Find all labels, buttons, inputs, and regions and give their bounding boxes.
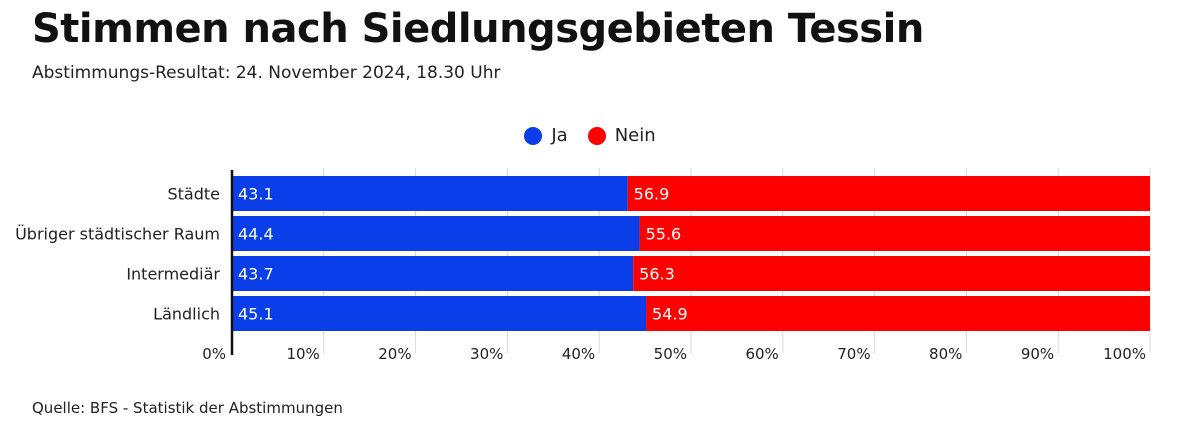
category-label: Städte <box>167 185 220 204</box>
data-label-nein-stadte: 56.9 <box>634 185 670 204</box>
data-label-ja-stadte: 43.1 <box>238 185 274 204</box>
x-tick-label: 80% <box>929 345 962 363</box>
x-tick-label: 60% <box>745 345 778 363</box>
x-tick-label: 100% <box>1103 345 1146 363</box>
x-tick-label: 10% <box>286 345 319 363</box>
bar-ja-intermediar <box>232 256 634 291</box>
legend-item-ja: Ja <box>524 125 568 146</box>
category-label: Ländlich <box>153 305 220 324</box>
legend-swatch-nein <box>587 126 606 145</box>
legend-label-nein: Nein <box>614 125 656 146</box>
x-tick-label: 90% <box>1021 345 1054 363</box>
bar-nein-ubriger-stadtischer-raum <box>639 216 1150 251</box>
legend-item-nein: Nein <box>587 125 656 146</box>
category-label: Übriger städtischer Raum <box>15 225 220 244</box>
x-tick-label: 0% <box>202 345 226 363</box>
x-tick-label: 30% <box>470 345 503 363</box>
bar-nein-intermediar <box>633 256 1150 291</box>
data-label-nein-landlich: 54.9 <box>652 305 688 324</box>
data-label-nein-intermediar: 56.3 <box>639 265 675 284</box>
legend-label-ja: Ja <box>551 125 568 146</box>
data-label-ja-intermediar: 43.7 <box>238 265 274 284</box>
legend-swatch-ja <box>524 126 543 145</box>
bar-ja-ubriger-stadtischer-raum <box>232 216 640 251</box>
source-note: Quelle: BFS - Statistik der Abstimmungen <box>32 399 343 417</box>
x-tick-label: 50% <box>654 345 687 363</box>
data-label-ja-landlich: 45.1 <box>238 305 274 324</box>
bar-ja-stadte <box>232 176 628 211</box>
x-tick-label: 40% <box>562 345 595 363</box>
data-label-ja-ubriger-stadtischer-raum: 44.4 <box>238 225 274 244</box>
category-label: Intermediär <box>126 265 220 284</box>
bar-nein-stadte <box>627 176 1150 211</box>
data-label-nein-ubriger-stadtischer-raum: 55.6 <box>646 225 682 244</box>
chart-subtitle: Abstimmungs-Resultat: 24. November 2024,… <box>32 63 501 83</box>
bar-nein-landlich <box>646 296 1150 331</box>
legend: Ja Nein <box>0 125 1180 146</box>
stacked-bar-chart: 43.1 56.9 Städte 44.4 55.6 Übriger städtische… <box>15 168 1151 363</box>
x-tick-label: 20% <box>378 345 411 363</box>
chart-title: Stimmen nach Siedlungsgebieten Tessin <box>32 6 924 52</box>
bar-ja-landlich <box>232 296 647 331</box>
x-tick-label: 70% <box>837 345 870 363</box>
